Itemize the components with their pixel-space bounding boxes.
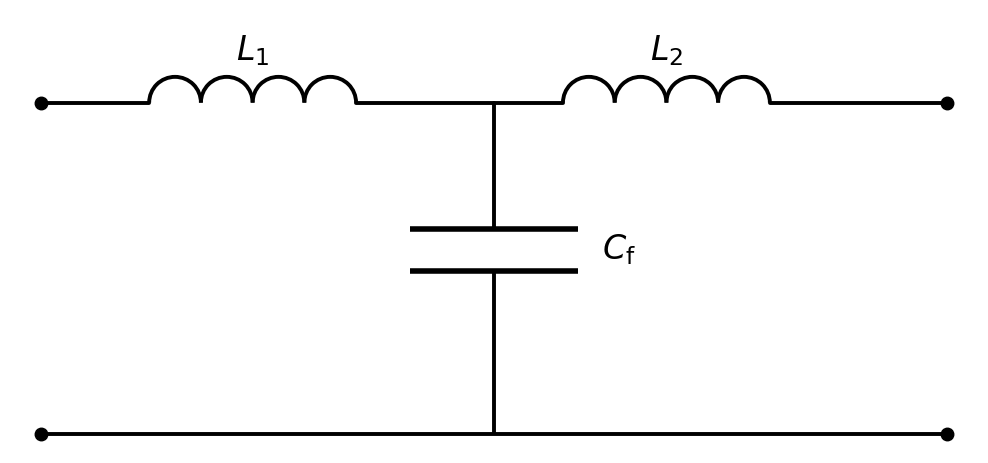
Text: $L_2$: $L_2$ xyxy=(650,33,683,68)
Text: $C_\mathrm{f}$: $C_\mathrm{f}$ xyxy=(603,232,636,267)
Text: $L_1$: $L_1$ xyxy=(236,33,270,68)
